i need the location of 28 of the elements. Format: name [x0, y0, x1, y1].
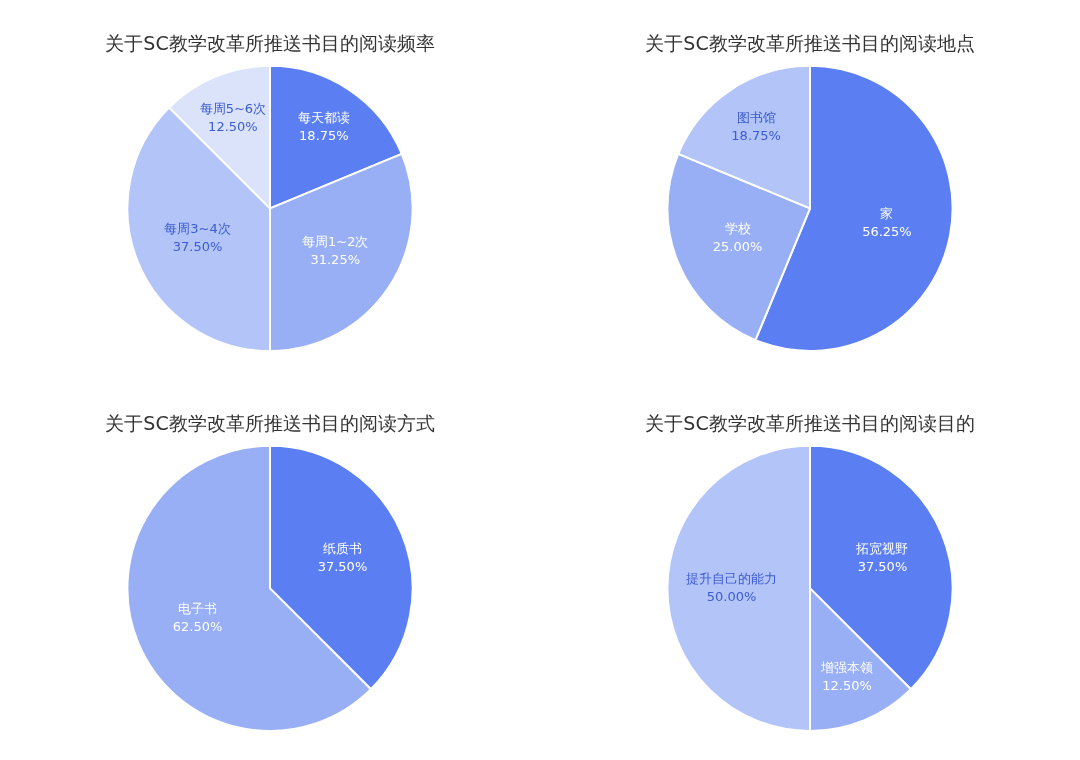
data-label: 56.25% — [862, 224, 912, 240]
data-label: 25.00% — [712, 238, 763, 254]
data-label: 18.75% — [731, 128, 781, 144]
data-label: 50.00% — [706, 588, 757, 604]
data-label: 18.75% — [299, 128, 349, 144]
slice-label: 每周1~2次 — [301, 234, 369, 250]
data-label: 37.50% — [172, 238, 223, 254]
slice-label: 拓宽视野 — [855, 540, 909, 556]
slice-label: 每天都读 — [297, 110, 350, 126]
chart-title: 关于SC教学改革所推送书目的阅读频率 — [105, 32, 435, 55]
slice-label: 提升自己的能力 — [686, 570, 778, 586]
data-label: 37.50% — [857, 558, 908, 574]
slice-label: 增强本领 — [820, 660, 874, 676]
slice-label: 每周3~4次 — [164, 220, 231, 236]
data-label: 12.50% — [822, 678, 872, 694]
data-label: 31.25% — [310, 252, 360, 268]
data-label: 12.50% — [208, 119, 258, 135]
slice-label: 纸质书 — [322, 540, 362, 556]
chart-title: 关于SC教学改革所推送书目的阅读方式 — [105, 412, 435, 435]
slice-label: 每周5~6次 — [199, 101, 267, 117]
slice-label: 学校 — [724, 220, 751, 236]
data-label: 37.50% — [317, 558, 368, 574]
data-label: 62.50% — [172, 618, 223, 634]
slice-label: 家 — [880, 206, 894, 222]
slice-label: 电子书 — [178, 600, 218, 616]
chart-title: 关于SC教学改革所推送书目的阅读目的 — [645, 412, 975, 435]
slice-label: 图书馆 — [736, 110, 776, 126]
chart-title: 关于SC教学改革所推送书目的阅读地点 — [645, 32, 975, 55]
